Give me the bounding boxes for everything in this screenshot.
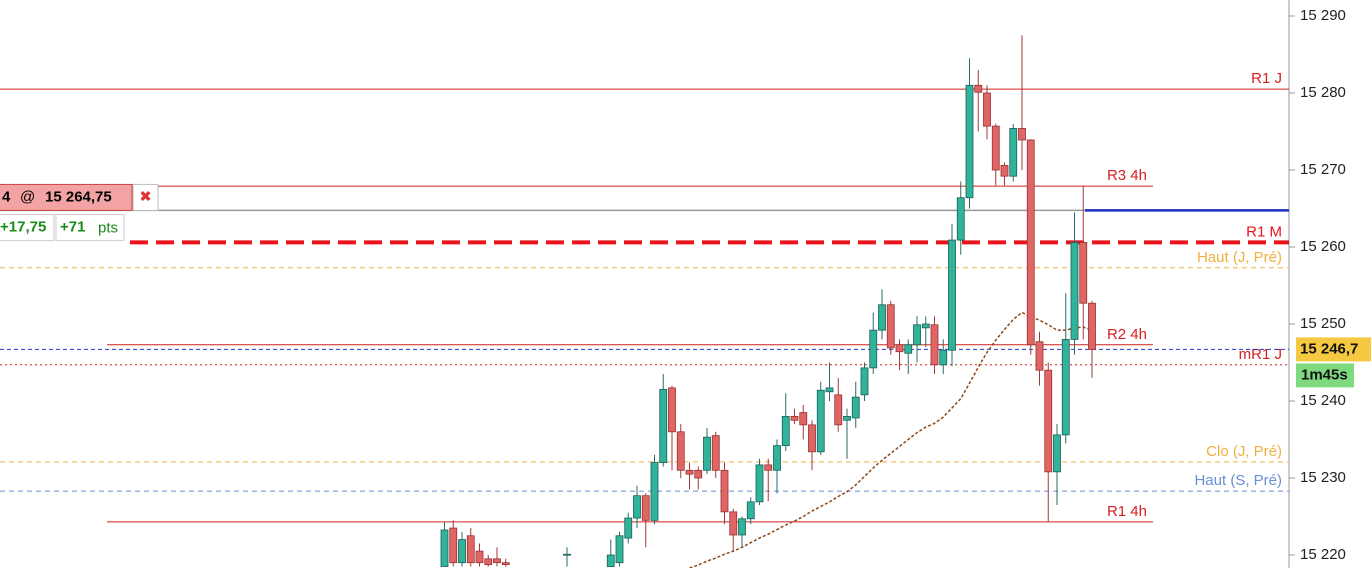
candle-body	[965, 84, 974, 199]
candle-body	[790, 415, 799, 421]
y-tick-label: 15 280	[1300, 84, 1346, 101]
candle-body	[834, 394, 843, 426]
candle-body	[983, 92, 991, 127]
level-label: mR1 J	[1239, 346, 1282, 363]
candle-body	[475, 550, 484, 564]
candle-body	[895, 344, 904, 353]
candle-body	[501, 562, 510, 566]
level-label: Haut (J, Pré)	[1197, 249, 1282, 266]
candle-body	[650, 462, 659, 521]
candle-body	[799, 412, 808, 426]
candle-body	[703, 436, 711, 471]
candle-body	[720, 469, 729, 513]
y-tick-label: 15 240	[1300, 392, 1346, 409]
level-label: R1 4h	[1107, 503, 1147, 520]
candle-body	[974, 84, 983, 93]
candle-body	[1035, 341, 1044, 371]
candle-body	[711, 435, 720, 471]
level-label: R1 M	[1246, 223, 1282, 240]
position-at: @	[20, 188, 35, 205]
y-tick-label: 15 220	[1300, 546, 1346, 563]
moving-average	[689, 311, 1093, 568]
candle-body	[948, 239, 956, 351]
close-button	[132, 183, 159, 211]
candle-body	[878, 304, 886, 331]
candle-body	[956, 197, 965, 241]
y-tick-label: 15 230	[1300, 469, 1346, 486]
candle-body	[668, 387, 676, 433]
candle-body	[685, 469, 694, 475]
candle-body	[773, 445, 781, 471]
candle-body	[563, 553, 571, 556]
pnl: +17,75	[0, 218, 46, 235]
timer-box	[1296, 363, 1354, 388]
candle-body	[606, 554, 615, 567]
candle-body	[676, 431, 685, 471]
candle-body	[449, 527, 458, 564]
candle-body	[816, 389, 825, 453]
level-label: R3 4h	[1107, 167, 1147, 184]
candle-body	[1018, 128, 1026, 141]
candle-body	[1088, 302, 1096, 350]
price-tag	[1296, 337, 1371, 362]
points-box	[55, 213, 125, 241]
candle-body	[1079, 241, 1088, 304]
candle-body	[1026, 139, 1035, 346]
y-tick-label: 15 270	[1300, 161, 1346, 178]
candle-body	[808, 424, 816, 453]
level-label: Clo (J, Pré)	[1206, 443, 1282, 460]
candle-body	[641, 495, 650, 521]
candle-body	[493, 558, 501, 564]
candle-body	[886, 304, 895, 349]
level-label: Haut (S, Pré)	[1194, 472, 1282, 489]
position-qty: 4	[2, 188, 11, 205]
candle-body	[694, 469, 703, 479]
level-label: R2 4h	[1107, 326, 1147, 343]
price-tag-label: 15 246,7	[1300, 340, 1358, 357]
candle-body	[633, 495, 641, 519]
candle-body	[729, 511, 738, 536]
candle-body	[458, 539, 466, 564]
y-tick-label: 15 290	[1300, 7, 1346, 24]
candle-body	[781, 415, 790, 447]
candle-body	[484, 558, 493, 566]
candle-body	[738, 518, 746, 536]
candle-body	[659, 389, 668, 463]
points-unit: pts	[98, 219, 118, 236]
candle-body	[440, 529, 449, 567]
candle-body	[1061, 338, 1070, 436]
candle-body	[1070, 241, 1079, 340]
candle-body	[913, 324, 921, 346]
candle-body	[991, 125, 1000, 171]
close-icon[interactable]: ✖	[139, 188, 152, 205]
candle-body	[869, 329, 878, 369]
candle-body	[921, 323, 930, 329]
candle-body	[1044, 369, 1053, 473]
candle-body	[764, 464, 773, 471]
position-box	[0, 183, 133, 211]
candle-body	[466, 535, 475, 564]
candle-body	[860, 367, 869, 396]
candle-body	[939, 349, 948, 366]
candle-body	[904, 344, 913, 354]
y-tick-label: 15 250	[1300, 315, 1346, 332]
candle-body	[1053, 434, 1061, 473]
y-tick-label: 15 260	[1300, 238, 1346, 255]
candle-body	[755, 464, 764, 503]
pnl-box	[0, 213, 55, 241]
candle-body	[930, 324, 939, 366]
points: +71	[60, 218, 85, 235]
candle-body	[1009, 128, 1018, 177]
candle-body	[624, 517, 633, 539]
candle-body	[825, 387, 834, 393]
candle-body	[851, 396, 860, 419]
candle-body	[746, 501, 755, 520]
candle-body	[843, 415, 851, 421]
candle-body	[1000, 164, 1009, 177]
level-label: R1 J	[1251, 70, 1282, 87]
position-price: 15 264,75	[45, 188, 112, 205]
timer-label: 1m45s	[1301, 366, 1348, 383]
candle-body	[615, 535, 624, 564]
